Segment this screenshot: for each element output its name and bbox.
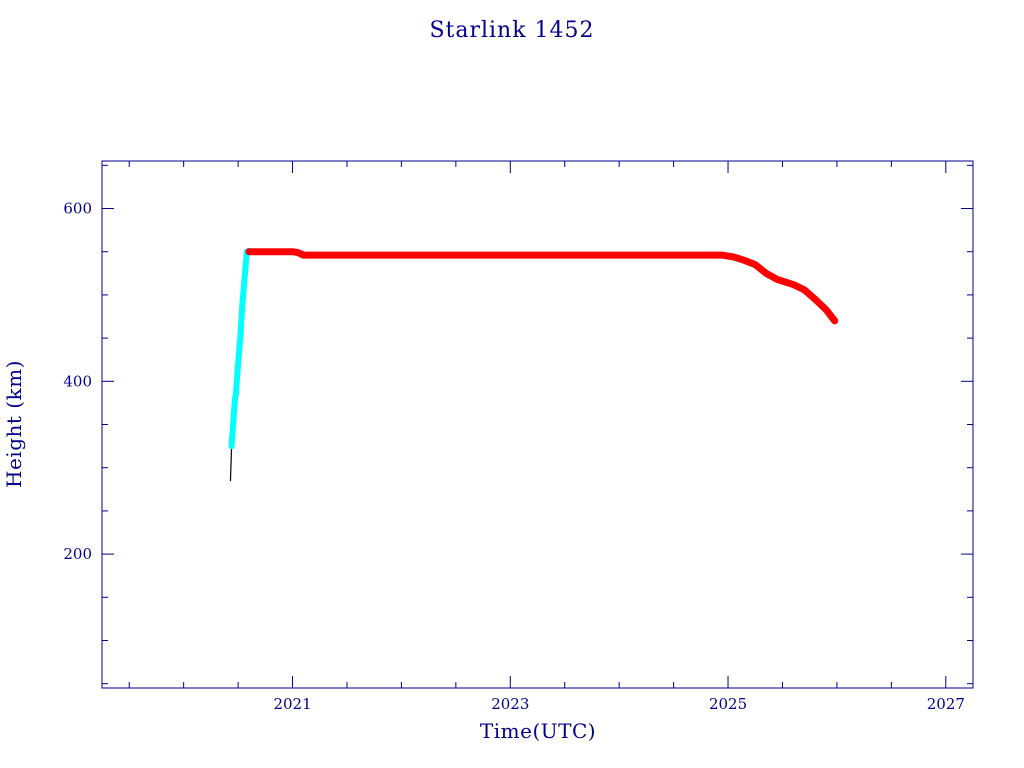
chart-title: Starlink 1452: [429, 18, 594, 43]
x-tick-label: 2023: [491, 695, 529, 713]
tick-marks: [102, 161, 973, 688]
x-tick-label: 2027: [927, 695, 965, 713]
y-axis-label: Height (km): [2, 360, 26, 488]
series-line-3: [245, 248, 839, 325]
x-axis-label: Time(UTC): [480, 719, 596, 743]
y-tick-label: 600: [63, 200, 92, 218]
series-line-2: [228, 247, 252, 450]
series-line-1: [229, 445, 233, 482]
x-tick-label: 2021: [273, 695, 311, 713]
y-tick-label: 400: [63, 372, 92, 390]
data-series: [228, 247, 839, 482]
y-tick-label: 200: [63, 545, 92, 563]
x-tick-label: 2025: [709, 695, 747, 713]
tick-labels: 2021 2023 2025 2027 200 400 600: [63, 200, 965, 713]
